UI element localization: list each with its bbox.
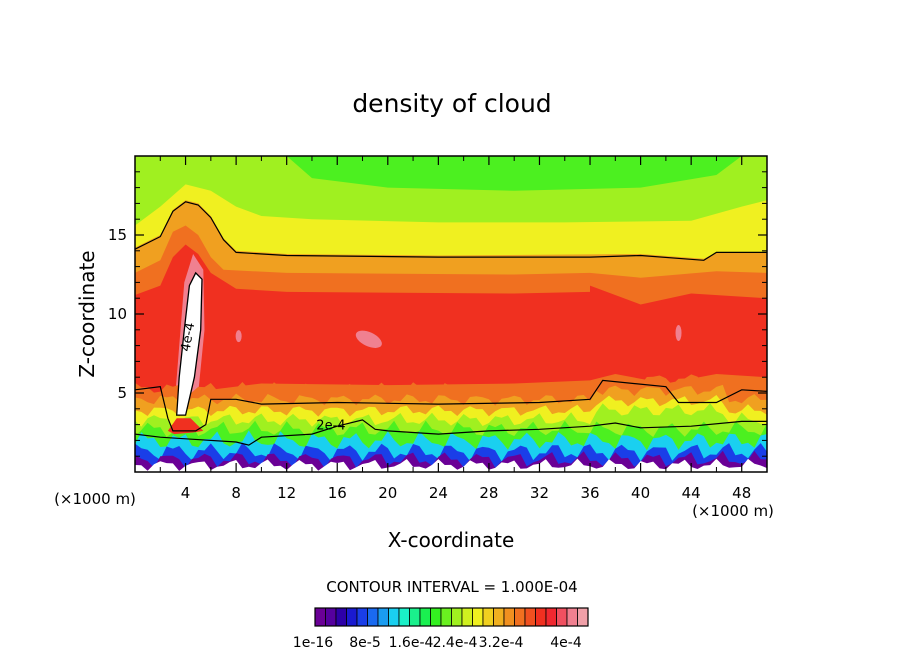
x-tick-label-11: 48	[732, 484, 751, 502]
tower-base	[167, 418, 204, 435]
colorbar-swatch-0	[314, 607, 326, 627]
x-tick-label-10: 44	[682, 484, 701, 502]
x-tick-label-3: 16	[328, 484, 347, 502]
contour-label-0: 4e-4	[179, 321, 199, 352]
colorbar-swatch-7	[388, 607, 400, 627]
colorbar-label-2: 1.6e-4	[389, 635, 434, 651]
colorbar-label-3: 2.4e-4	[433, 635, 478, 651]
x-tick-label-5: 24	[429, 484, 448, 502]
band-top-green	[286, 156, 742, 191]
x-unit-left: (×1000 m)	[54, 490, 136, 508]
x-tick-label-6: 28	[479, 484, 498, 502]
x-tick-label-7: 32	[530, 484, 549, 502]
colorbar-swatch-16	[482, 607, 494, 627]
colorbar-swatch-2	[335, 607, 347, 627]
colorbar-swatch-9	[409, 607, 421, 627]
colorbar-swatch-6	[377, 607, 389, 627]
colorbar-swatch-20	[524, 607, 536, 627]
x-tick-label-0: 4	[181, 484, 191, 502]
pink-patch-2	[235, 330, 242, 343]
colorbar-swatch-19	[514, 607, 526, 627]
y-tick-label-0: 5	[117, 384, 127, 402]
colorbar-swatch-18	[503, 607, 515, 627]
colorbar-swatch-13	[451, 607, 463, 627]
colorbar-swatch-14	[461, 607, 473, 627]
colorbar-frame	[314, 607, 589, 627]
band-ground	[135, 458, 767, 472]
colorbar-swatch-10	[419, 607, 431, 627]
colorbar-swatch-22	[545, 607, 557, 627]
band-red	[135, 244, 767, 403]
colorbar-swatch-24	[566, 607, 578, 627]
contour-field	[135, 156, 767, 472]
colorbar-swatch-23	[556, 607, 568, 627]
colorbar-swatch-15	[472, 607, 484, 627]
colorbar-swatch-21	[535, 607, 547, 627]
contour-lines	[135, 201, 767, 446]
x-tick-label-8: 36	[580, 484, 599, 502]
colorbar-swatch-1	[325, 607, 337, 627]
colorbar-label-4: 3.2e-4	[479, 635, 524, 651]
contour-interval-text: CONTOUR INTERVAL = 1.000E-04	[326, 578, 577, 596]
contour-2e-4	[135, 419, 767, 446]
chart-title: density of cloud	[352, 89, 551, 118]
x-tick-label-4: 20	[378, 484, 397, 502]
y-tick-label-2: 15	[108, 226, 127, 244]
x-tick-label-9: 40	[631, 484, 650, 502]
contour-label-1: 2e-4	[316, 418, 345, 433]
colorbar-label-5: 4e-4	[550, 635, 582, 651]
contour-upper	[135, 201, 767, 261]
colorbar-label-0: 1e-16	[293, 635, 333, 651]
tower-core	[176, 271, 203, 416]
colorbar-swatch-25	[577, 607, 589, 627]
colorbar-swatch-4	[356, 607, 368, 627]
y-tick-label-1: 10	[108, 305, 127, 323]
x-tick-label-2: 12	[277, 484, 296, 502]
pink-patch-3	[675, 324, 682, 341]
x-tick-label-1: 8	[231, 484, 241, 502]
y-axis-label: Z-coordinate	[75, 250, 99, 377]
colorbar	[314, 607, 589, 627]
colorbar-swatch-8	[398, 607, 410, 627]
colorbar-labels: 1e-16 8e-5 1.6e-4 2.4e-4 3.2e-4 4e-4	[293, 635, 582, 651]
colorbar-swatch-12	[440, 607, 452, 627]
colorbar-swatch-11	[430, 607, 442, 627]
x-unit-right: (×1000 m)	[692, 502, 774, 520]
colorbar-label-1: 8e-5	[349, 635, 380, 651]
contour-labels: 4e-4 2e-4	[179, 321, 346, 433]
pink-patch-1	[355, 330, 382, 348]
colorbar-swatch-3	[346, 607, 358, 627]
x-axis-label: X-coordinate	[388, 528, 515, 552]
colorbar-swatch-5	[367, 607, 379, 627]
y-axis-ticks: 5 10 15	[108, 171, 767, 457]
x-axis-ticks: 4 8 12 16 20 24 28 32 36 40 44 48	[159, 156, 751, 502]
colorbar-swatch-17	[493, 607, 505, 627]
contour-lower-1	[135, 379, 767, 432]
